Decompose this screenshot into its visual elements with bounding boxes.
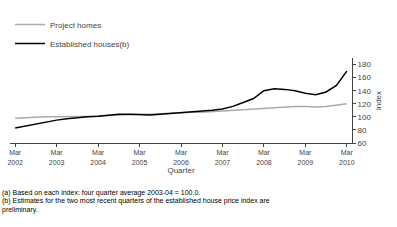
svg-text:160: 160 <box>358 73 372 82</box>
svg-text:Mar2007: Mar2007 <box>215 149 231 165</box>
svg-text:Mar2009: Mar2009 <box>298 149 314 165</box>
svg-text:Mar2010: Mar2010 <box>339 149 355 165</box>
svg-text:Mar2006: Mar2006 <box>173 149 189 165</box>
svg-text:Mar2002: Mar2002 <box>7 149 23 165</box>
svg-text:120: 120 <box>358 100 372 109</box>
svg-text:100: 100 <box>358 113 372 122</box>
svg-text:Project homes: Project homes <box>50 21 101 30</box>
svg-text:140: 140 <box>358 86 372 95</box>
svg-text:(a) Based on each index: four: (a) Based on each index: four quarter av… <box>2 189 200 197</box>
svg-text:(b) Estimates for the two most: (b) Estimates for the two most recent qu… <box>2 197 270 214</box>
svg-text:Mar2005: Mar2005 <box>132 149 148 165</box>
svg-text:Mar2003: Mar2003 <box>49 149 65 165</box>
svg-text:180: 180 <box>358 60 372 69</box>
svg-text:60: 60 <box>358 139 367 148</box>
svg-text:Mar2004: Mar2004 <box>90 149 106 165</box>
svg-text:Quarter: Quarter <box>167 166 194 175</box>
svg-text:index: index <box>374 91 383 110</box>
svg-text:Established houses(b): Established houses(b) <box>50 40 129 49</box>
svg-text:Mar2008: Mar2008 <box>256 149 272 165</box>
svg-text:80: 80 <box>358 126 367 135</box>
